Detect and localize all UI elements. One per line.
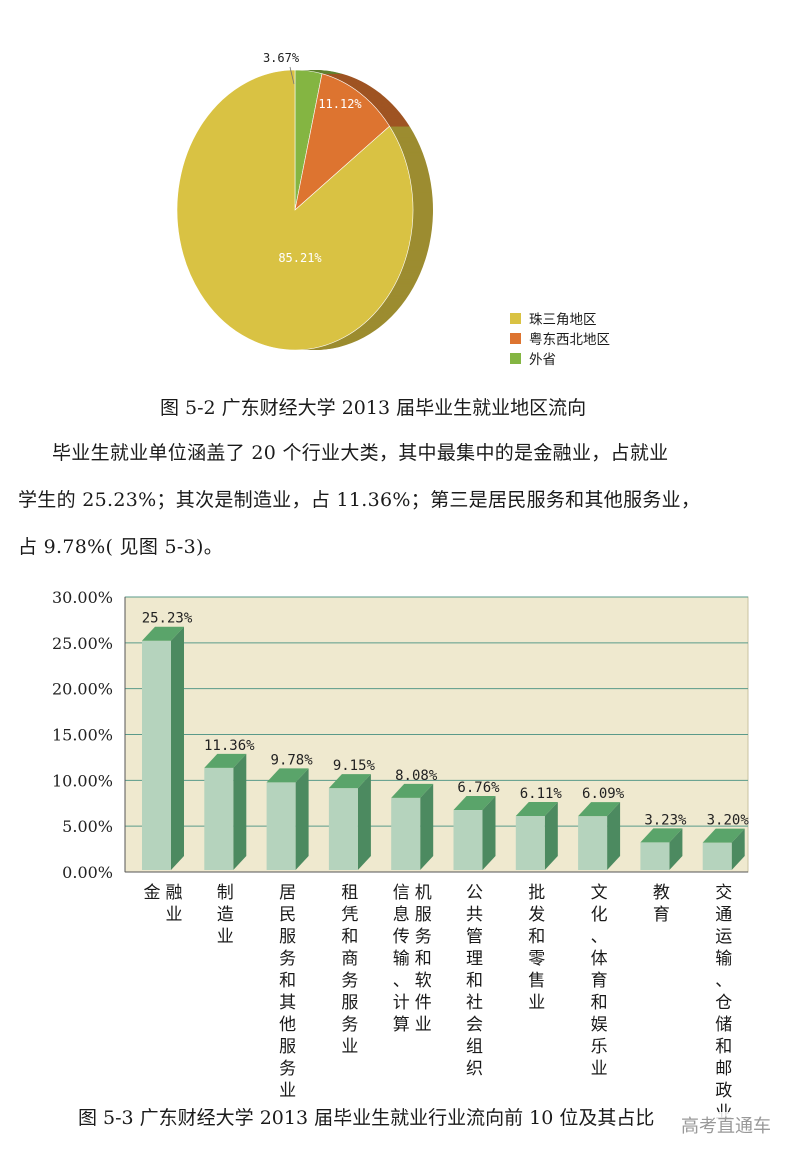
bar-caption: 图 5-3 广东财经大学 2013 届毕业生就业行业流向前 10 位及其占比 — [78, 1107, 655, 1129]
bar-side — [669, 828, 683, 870]
legend-label: 外省 — [529, 352, 556, 368]
pie-chart: 85.21% 11.12% 3.67% — [0, 0, 801, 390]
y-tick-label: 25.00% — [52, 634, 113, 653]
pie-caption: 图 5-2 广东财经大学 2013 届毕业生就业地区流向 — [160, 397, 587, 419]
x-category-label: 文化、体育和娱乐业 — [590, 883, 608, 1079]
bar-top — [266, 768, 309, 783]
bar-value-label: 6.76% — [457, 780, 500, 796]
bar-top — [204, 753, 247, 768]
pie-slice — [294, 73, 390, 211]
bar-top — [453, 796, 496, 811]
bar-top — [142, 626, 184, 641]
legend-item: 外省 — [510, 348, 610, 368]
bar-top — [702, 828, 745, 843]
x-category-label: 金 — [143, 883, 161, 903]
y-tick-label: 15.00% — [52, 726, 113, 745]
bar-chart-svg: 0.00% 5.00% 10.00% 15.00% 20.00% 25.00% 30.00%… — [52, 588, 750, 882]
legend-label: 珠三角地区 — [529, 312, 597, 328]
bar-top — [640, 828, 683, 843]
bar-top — [515, 801, 558, 816]
pie-value-label: 3.67% — [263, 51, 300, 65]
x-category-label: 公共管理和社会组织 — [466, 883, 483, 1079]
bar-side — [544, 801, 558, 870]
legend-item: 珠三角地区 — [510, 308, 610, 328]
legend-label: 粤东西北地区 — [529, 332, 610, 348]
bar-value-label: 25.23% — [142, 611, 193, 627]
pie-chart-svg: 85.21% 11.12% 3.67% — [176, 51, 433, 351]
bar-side — [482, 796, 496, 870]
bar-top — [391, 783, 434, 798]
bar-side — [295, 768, 309, 870]
pie-legend: 珠三角地区 粤东西北地区 外省 — [510, 308, 610, 368]
pie-value-label: 11.12% — [318, 97, 362, 111]
bar — [453, 810, 483, 870]
paragraph-line-3: 占 9.78%( 见图 5-3)。 — [18, 536, 223, 558]
x-category-label: 租凭和商务服务业 — [341, 883, 359, 1057]
bar-value-label: 6.09% — [582, 786, 625, 802]
bar — [142, 640, 171, 870]
y-tick-label: 10.00% — [52, 771, 113, 790]
watermark: 高考直通车 — [679, 1112, 773, 1138]
bar-value-label: 3.20% — [707, 813, 750, 829]
bar — [328, 788, 358, 870]
bar-value-label: 9.15% — [333, 758, 376, 774]
legend-item: 粤东西北地区 — [510, 328, 610, 348]
y-tick-label: 30.00% — [52, 588, 113, 607]
bar-side — [420, 783, 434, 870]
y-tick-label: 0.00% — [62, 863, 113, 882]
y-tick-label: 20.00% — [52, 680, 113, 699]
y-tick-label: 5.00% — [62, 817, 113, 836]
bar-value-label: 9.78% — [271, 752, 314, 768]
bar-side — [171, 626, 184, 870]
bar-side — [731, 828, 745, 870]
bar — [702, 842, 732, 870]
legend-swatch — [510, 332, 521, 344]
x-category-label: 信息传输、计算 — [392, 883, 410, 1035]
bar-side — [357, 774, 371, 870]
pie-slice — [176, 69, 414, 351]
bar — [266, 782, 296, 870]
bar-top — [328, 774, 371, 789]
bar — [391, 797, 421, 870]
pie-leader-line — [289, 66, 295, 85]
x-category-label: 居民服务和其他服务业 — [279, 883, 297, 1101]
bar — [204, 767, 234, 870]
pie-value-label: 85.21% — [278, 251, 322, 265]
bar-value-label: 11.36% — [204, 738, 255, 754]
bar-side — [607, 802, 621, 870]
x-category-label: 批发和零售业 — [528, 883, 546, 1013]
bar-value-label: 8.08% — [395, 768, 438, 784]
x-category-label: 机服务和软件业 — [414, 883, 432, 1035]
bar-chart: 0.00% 5.00% 10.00% 15.00% 20.00% 25.00% 30.00%… — [0, 585, 801, 1123]
bar — [578, 816, 608, 870]
bar-value-label: 3.23% — [644, 812, 687, 828]
bar-side — [233, 753, 247, 870]
paragraph-line-1: 毕业生就业单位涵盖了 20 个行业大类，其中最集中的是金融业，占就业 — [52, 442, 669, 464]
x-category-label: 制造业 — [216, 883, 234, 947]
bar-value-label: 6.11% — [520, 786, 563, 802]
bar — [515, 815, 545, 870]
x-category-label: 教育 — [652, 883, 670, 925]
legend-swatch — [510, 312, 521, 324]
legend-swatch — [510, 352, 521, 364]
bar — [640, 842, 670, 870]
paragraph-line-2: 学生的 25.23%；其次是制造业，占 11.36%；第三是居民服务和其他服务业… — [18, 489, 701, 511]
bar-top — [578, 802, 621, 817]
x-category-label: 融业 — [165, 883, 183, 925]
